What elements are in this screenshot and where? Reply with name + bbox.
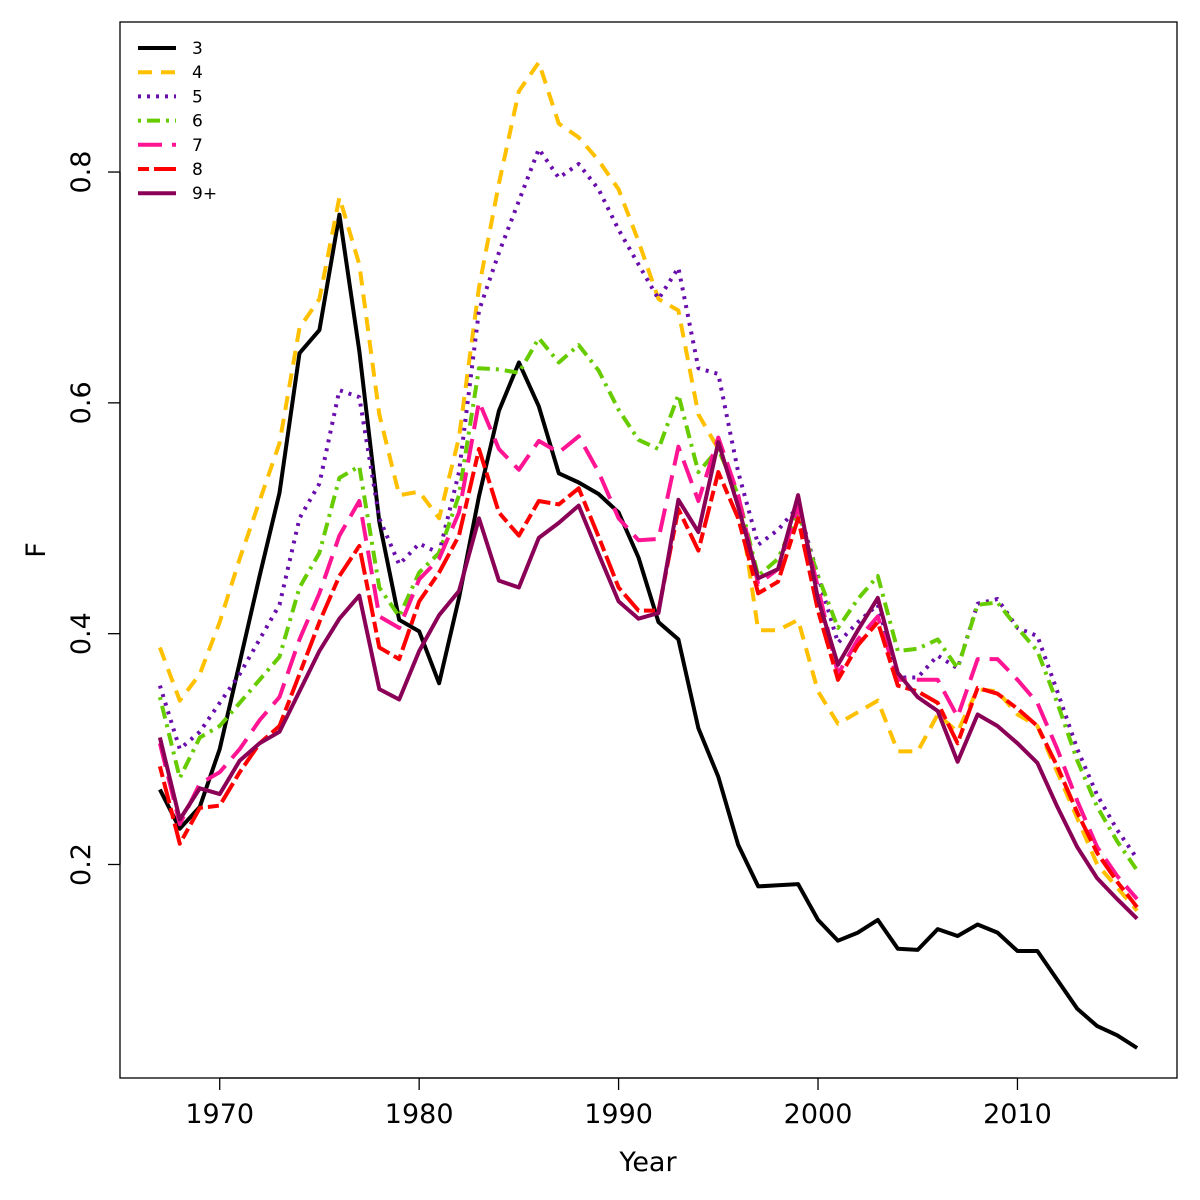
y-tick-label: 0.6	[66, 381, 97, 424]
legend-label: 5	[192, 87, 203, 107]
series-line-9plus	[157, 440, 1139, 921]
series-line-5	[157, 147, 1139, 860]
legend-label: 3	[192, 39, 203, 59]
plot-frame	[119, 21, 1178, 1079]
legend-label: 4	[192, 63, 203, 83]
legend-label: 7	[192, 136, 203, 156]
y-axis: 0.2 0.4 0.6 0.8	[66, 151, 121, 886]
y-tick-label: 0.4	[66, 612, 97, 655]
series-line-8	[157, 447, 1139, 909]
x-tick-label: 1980	[385, 1099, 454, 1130]
x-tick-label: 2010	[983, 1099, 1052, 1130]
x-tick-label: 1970	[185, 1099, 254, 1130]
series-layer	[157, 60, 1139, 1050]
legend: 3 4 5 6 7 8 9+	[138, 39, 217, 204]
series-line-7	[157, 399, 1139, 901]
legend-label: 8	[192, 160, 203, 180]
series-line-6	[157, 336, 1139, 872]
y-tick-label: 0.2	[66, 843, 97, 886]
series-line-3	[158, 212, 1139, 1050]
y-tick-label: 0.8	[66, 151, 97, 194]
legend-label: 6	[192, 112, 203, 132]
x-tick-label: 1990	[584, 1099, 653, 1130]
x-axis-title: Year	[618, 1147, 677, 1178]
y-axis-title: F	[21, 542, 52, 558]
legend-label: 9+	[192, 184, 217, 204]
x-axis: 1970 1980 1990 2000 2010	[185, 1077, 1052, 1130]
x-tick-label: 2000	[784, 1099, 853, 1130]
series-line-4	[158, 60, 1139, 913]
